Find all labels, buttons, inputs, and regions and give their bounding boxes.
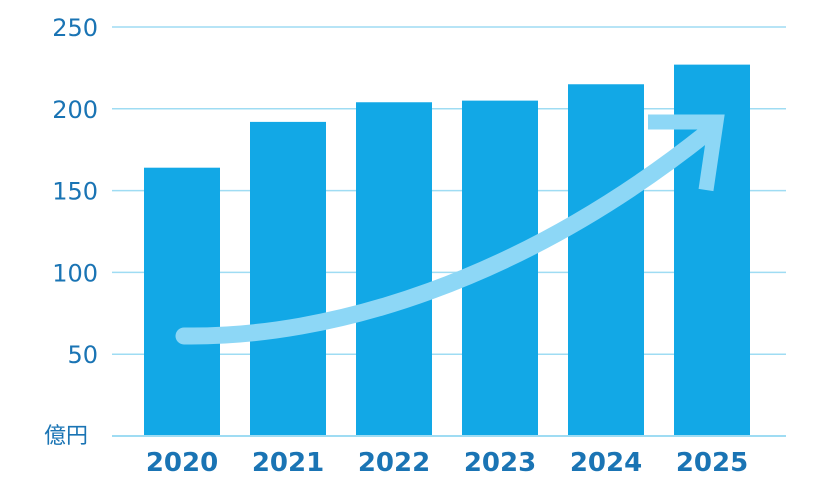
bar-2020	[144, 167, 220, 437]
trend-arrow-head-icon	[648, 114, 725, 192]
y-tick-label: 50	[67, 341, 98, 369]
y-tick-label: 250	[52, 14, 98, 42]
bar-2024	[568, 84, 644, 436]
y-axis: 50 100 150 200 250	[52, 14, 98, 369]
bar-2022	[356, 102, 432, 437]
x-tick-label-2022: 2022	[358, 448, 430, 478]
x-tick-label-2021: 2021	[252, 448, 324, 478]
y-tick-label: 150	[52, 178, 98, 206]
bar-2021	[250, 121, 326, 436]
trend-arrow-shaft	[175, 123, 717, 345]
y-axis-unit-label: 億円	[44, 424, 88, 449]
y-tick-label: 100	[52, 259, 98, 287]
bars	[144, 64, 750, 437]
x-tick-label-2020: 2020	[146, 448, 218, 478]
x-axis: 2020 2021 2022 2023 2024 2025	[146, 448, 748, 478]
x-tick-label-2024: 2024	[570, 448, 642, 478]
y-tick-label: 200	[52, 96, 98, 124]
x-tick-label-2023: 2023	[464, 448, 536, 478]
x-tick-label-2025: 2025	[676, 448, 748, 478]
